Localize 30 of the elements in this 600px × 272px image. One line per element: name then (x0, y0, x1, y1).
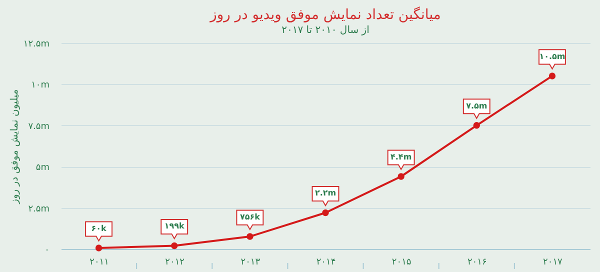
x-tick-label: ۲۰۱۲ (165, 258, 185, 268)
y-tick-label: ۰ (44, 246, 50, 256)
x-tick-label: ۲۰۱۵ (392, 258, 412, 268)
data-label: ۷۵۶k (240, 212, 261, 222)
point (171, 242, 178, 250)
data-label: ۲.۲m (314, 188, 336, 198)
data-label: ۷.۵m (466, 101, 488, 110)
data-label: ۶۰k (91, 224, 108, 234)
data-label: ۱۹۹k (164, 222, 186, 231)
point (95, 244, 102, 252)
y-tick-label: ۵m (36, 163, 50, 174)
x-tick-label: ۲۰۱۴ (316, 258, 336, 268)
data-label: ۱۰.۵m (539, 52, 566, 61)
chart-title: میانگین تعداد نمایش موفق ویدیو در روز (209, 6, 441, 23)
chart-subtitle: از سال ۲۰۱۰ تا ۲۰۱۷ (282, 25, 370, 36)
y-tick-label: ۱۲.۵m (23, 40, 50, 50)
x-tick-label: ۲۰۱۷ (543, 258, 563, 268)
y-tick-label: ۷.۵m (28, 122, 50, 132)
y-tick-label: ۲.۵m (28, 204, 50, 214)
point (548, 72, 556, 80)
point (322, 209, 329, 216)
x-tick-label: ۲۰۱۱ (90, 258, 109, 268)
data-label: ۴.۴m (390, 152, 412, 162)
y-tick-label: ۱۰m (31, 80, 50, 91)
point (473, 122, 480, 129)
point (398, 173, 404, 180)
y-axis-title: میلیون نمایش موفق در روز (9, 89, 20, 205)
point (246, 233, 254, 240)
x-tick-label: ۲۰۱۶ (467, 258, 487, 268)
x-tick-label: ۲۰۱۳ (240, 258, 260, 268)
